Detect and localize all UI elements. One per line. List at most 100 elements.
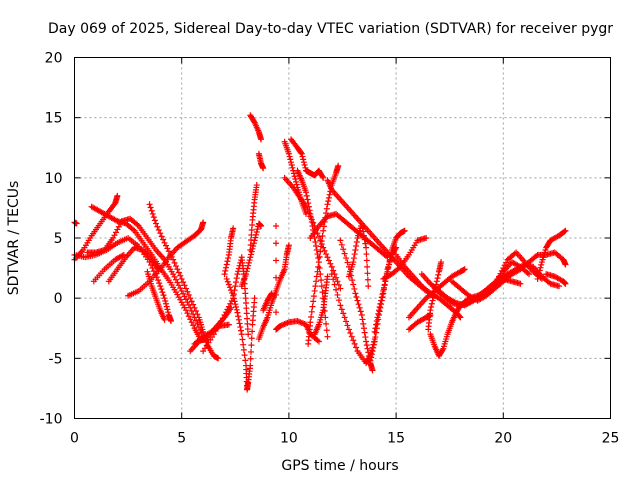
data-point [162,242,169,249]
data-point [313,278,320,285]
data-point [243,268,250,275]
data-point [378,297,385,304]
y-tick-label: 0 [54,291,63,307]
data-point [177,272,184,279]
data-point [288,161,295,168]
data-point [343,318,350,325]
data-point [225,321,232,328]
data-point [359,224,366,231]
data-point [252,234,259,241]
data-point [249,221,256,228]
data-point [307,319,314,326]
data-point [325,198,332,205]
data-point [328,263,335,270]
data-point [308,214,315,221]
y-tick-label: 20 [45,51,63,67]
data-point [243,305,250,312]
data-point [244,265,251,272]
data-point [351,285,358,292]
x-tick-label: 25 [602,431,620,447]
data-point [305,200,312,207]
data-point [248,237,255,244]
series-sat-n [223,275,258,393]
data-point [338,306,345,313]
data-point [241,352,248,359]
data-point [315,259,322,266]
series-sat-aa [305,162,342,347]
data-point [335,297,342,304]
data-point [172,263,179,270]
data-point [293,181,300,188]
data-point [369,367,376,374]
data-point [561,228,568,235]
data-point [308,218,315,225]
data-point [250,240,257,247]
data-point [456,313,463,320]
data-point [238,331,245,338]
data-point [167,318,174,325]
data-point [287,156,294,163]
data-point [320,223,327,230]
series-sat-e [88,203,211,344]
data-point [503,259,510,266]
data-point [313,247,320,254]
series-sat-r [247,112,265,143]
data-point [427,307,434,314]
data-point [340,246,347,253]
data-point [338,241,345,248]
data-point [156,280,163,287]
data-point [234,271,241,278]
data-point [313,243,320,250]
data-point [350,255,357,262]
data-point [461,266,468,273]
data-point [323,327,330,334]
data-point [350,259,357,266]
data-point [185,313,192,320]
data-point [363,342,370,349]
data-point [245,262,252,269]
data-point [363,244,370,251]
data-point [370,344,377,351]
data-point [307,210,314,217]
data-point [302,164,309,171]
data-point [373,318,380,325]
data-point [247,355,254,362]
data-point [273,309,280,316]
data-point [318,243,325,250]
data-point [114,192,121,199]
data-point [364,345,371,352]
data-point [243,299,250,306]
data-point [285,242,292,249]
data-point [433,281,440,288]
data-point [386,257,393,264]
data-point [233,275,240,282]
x-tick-label: 20 [494,431,512,447]
data-point [185,291,192,298]
series-sat-al [405,266,468,321]
data-point [308,314,315,321]
data-point [308,308,315,315]
data-point [164,306,171,313]
series-sat-h [125,219,207,299]
data-point [325,257,332,264]
series-sat-ai [371,227,408,335]
data-point [200,219,207,226]
data-point [174,266,181,273]
data-point [157,283,164,290]
data-point [430,291,437,298]
data-point [343,255,350,262]
data-point [372,334,379,341]
data-point [273,291,280,298]
data-point [337,302,344,309]
x-tick-label: 0 [70,431,79,447]
data-point [164,245,171,252]
x-tick-label: 15 [387,431,405,447]
data-point [233,306,240,313]
data-point [318,238,325,245]
data-point [319,232,326,239]
data-point [320,227,327,234]
data-point [355,301,362,308]
data-point [230,292,237,299]
data-point [223,275,230,282]
data-point [311,287,318,294]
